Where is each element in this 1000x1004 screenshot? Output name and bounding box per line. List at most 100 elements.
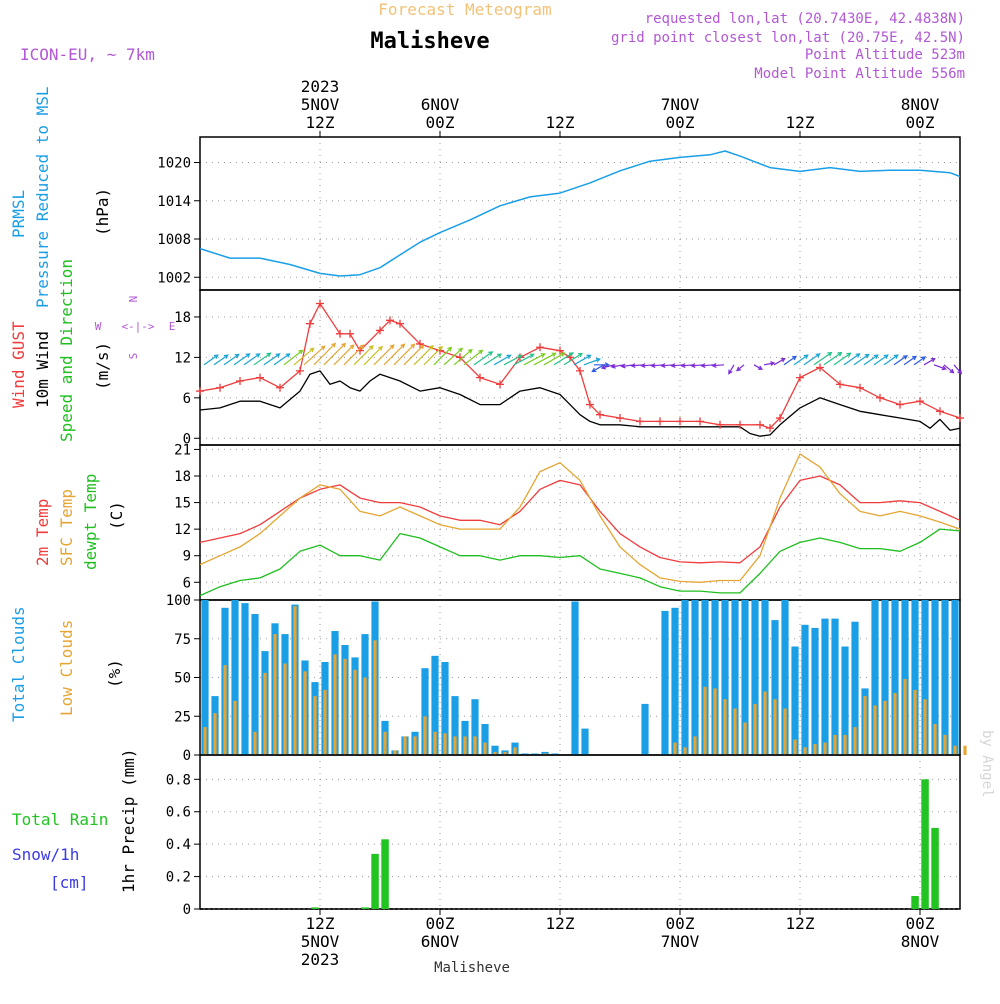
temperature-panel: 6 9 12 15 18 21 — [174, 442, 961, 601]
total-cloud-bar — [901, 600, 909, 755]
location-title: Malisheve — [370, 29, 489, 54]
total-cloud-bar — [581, 728, 589, 755]
low-cloud-bar — [363, 677, 367, 755]
clouds-ytick-label: 0 — [183, 748, 191, 764]
low-cloud-bar — [483, 742, 487, 755]
total-cloud-bar — [941, 600, 949, 755]
low-cloud-bar — [393, 750, 397, 755]
wind-arrow — [353, 345, 374, 366]
total-cloud-bar — [951, 600, 959, 755]
low-cloud-bar — [373, 640, 377, 755]
total-cloud-bar — [481, 724, 489, 755]
low-cloud-bar — [443, 733, 447, 755]
total-cloud-bar — [701, 600, 709, 755]
total-cloud-bar — [801, 624, 809, 755]
low-cloud-bar — [313, 696, 317, 755]
low-cloud-bar — [953, 745, 957, 755]
wind-arrow — [503, 354, 523, 366]
wind-arrow — [943, 364, 955, 374]
wind-arrow — [213, 354, 229, 366]
total-cloud-bar — [721, 600, 729, 755]
wind-ytick-label: 0 — [183, 431, 191, 447]
wind-arrow — [433, 346, 453, 366]
total-cloud-bar — [491, 745, 499, 755]
low-cloud-bar — [423, 716, 427, 756]
temperature-ytick-label: 15 — [174, 496, 191, 512]
time-tick-label: 12Z — [306, 113, 335, 132]
wind-arrow — [473, 351, 494, 366]
wind-arrow — [513, 353, 535, 366]
wind-arrow — [823, 351, 843, 366]
low-cloud-bar — [783, 708, 787, 755]
total-cloud-bar — [421, 668, 429, 755]
wind-arrow — [563, 352, 584, 366]
sfc-temp-line — [199, 453, 961, 583]
gust-marker — [896, 400, 904, 409]
low-cloud-bar — [673, 742, 677, 755]
gust-marker — [766, 424, 774, 433]
gust-marker — [616, 414, 624, 423]
credit-watermark: by Angel — [979, 730, 995, 797]
temperature-ytick-label: 9 — [183, 549, 191, 565]
low-cloud-bar — [213, 713, 217, 755]
gust-marker — [796, 373, 804, 382]
low-cloud-bar — [513, 747, 517, 756]
compass-s: S — [127, 353, 140, 360]
low-cloud-bar — [803, 747, 807, 756]
wind-arrow — [233, 353, 251, 366]
total-cloud-bar — [541, 751, 549, 755]
temperature-ytick-label: 21 — [174, 442, 191, 458]
time-tick-label: 00Z — [666, 914, 695, 933]
total-clouds-label: Total Clouds — [9, 606, 28, 722]
low-cloud-bar — [493, 751, 497, 755]
wind-arrow — [863, 354, 879, 366]
time-tick-label: 8NOV — [901, 932, 940, 951]
precip-ytick-label: 0.2 — [166, 870, 191, 886]
total-cloud-bar — [201, 600, 209, 755]
wind-arrow — [728, 364, 735, 375]
total-cloud-bar — [771, 620, 779, 755]
wind-arrow — [333, 344, 355, 366]
low-cloud-bar — [703, 686, 707, 755]
low-cloud-bar — [823, 742, 827, 755]
wind-arrow — [373, 344, 395, 366]
time-tick-label: 8NOV — [901, 95, 940, 114]
wind-arrow — [423, 345, 443, 366]
footer-location: Malisheve — [434, 960, 510, 976]
total-cloud-bar — [251, 614, 259, 755]
low-cloud-bar — [693, 736, 697, 755]
low-cloud-bar — [503, 751, 507, 755]
temp2m-label: 2m Temp — [33, 499, 52, 566]
low-cloud-bar — [403, 736, 407, 755]
compass-e: E — [169, 320, 176, 333]
total-cloud-bar — [451, 696, 459, 755]
wind-arrow — [343, 344, 365, 366]
clouds-ytick-label: 50 — [174, 671, 191, 687]
requested-coords: requested lon,lat (20.7430E, 42.4838N) — [645, 11, 965, 27]
gust-marker — [556, 346, 564, 355]
low-cloud-bar — [463, 736, 467, 755]
rain-bar — [371, 853, 379, 909]
time-tick-label: 6NOV — [421, 95, 460, 114]
dewpt-line — [199, 528, 961, 597]
wind-arrow — [853, 353, 870, 366]
wind-panel: 0 6 12 18 — [174, 289, 964, 447]
time-tick-label: 12Z — [306, 914, 335, 933]
wind-arrow — [243, 353, 261, 366]
clouds-panel: 0 25 50 75 100 — [166, 593, 967, 764]
total-cloud-bar — [881, 600, 889, 755]
low-cloud-bar — [843, 734, 847, 755]
compass-w: W — [95, 320, 102, 333]
gust-marker — [876, 393, 884, 402]
wind-arrow — [903, 355, 918, 366]
low-cloud-bar — [293, 606, 297, 755]
low-cloud-bar — [273, 634, 277, 755]
total-cloud-bar — [241, 603, 249, 755]
low-cloud-bar — [413, 736, 417, 755]
wind-arrow — [253, 352, 272, 366]
precip-axis-label: 1hr Precip (mm) — [119, 749, 138, 894]
low-cloud-bar — [963, 745, 967, 755]
wind-arrow — [383, 343, 406, 366]
speed-dir-label: Speed and Direction — [57, 259, 76, 442]
total-cloud-bar — [871, 600, 879, 755]
